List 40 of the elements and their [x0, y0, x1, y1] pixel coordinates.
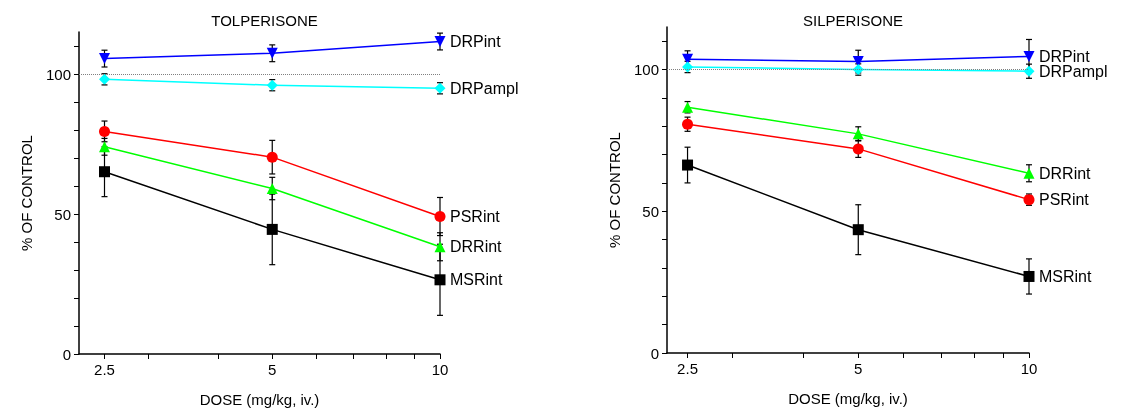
point — [1023, 167, 1035, 179]
point — [434, 36, 446, 48]
y-tick-label: 50 — [642, 202, 659, 220]
x-tick-label: 2.5 — [677, 360, 698, 377]
series-label: DRPint — [1039, 47, 1091, 65]
x-tick-label: 10 — [1020, 360, 1038, 377]
point — [852, 224, 864, 236]
series-label: MSRint — [1039, 267, 1093, 285]
x-axis-title: DOSE (mg/kg, iv.) — [788, 390, 908, 407]
series-label: DRPampl — [1039, 62, 1108, 80]
point — [99, 53, 110, 65]
y-axis-title: % OF CONTROL — [18, 135, 35, 251]
y-tick-label: 100 — [45, 65, 71, 83]
y-axis-title: % OF CONTROL — [606, 132, 623, 248]
point — [266, 151, 278, 163]
y-tick-label: 0 — [62, 345, 71, 363]
x-tick-label: 5 — [268, 361, 277, 378]
series-label: PSRint — [1039, 191, 1090, 209]
x-tick-label: 2.5 — [94, 361, 115, 378]
x-axis-title: DOSE (mg/kg, iv.) — [199, 391, 320, 408]
series-label: DRRint — [1039, 164, 1092, 182]
chart-title: TOLPERISONE — [211, 12, 318, 29]
y-tick-label: 50 — [54, 205, 71, 223]
series-label: DRRint — [450, 238, 503, 256]
point — [266, 223, 278, 235]
x-tick-label: 10 — [431, 361, 449, 378]
series-label: MSRint — [450, 271, 504, 289]
y-tick-label: 0 — [650, 344, 659, 362]
point — [434, 211, 446, 223]
point — [266, 47, 278, 59]
series-label: PSRint — [450, 208, 501, 226]
series-label: DRPint — [450, 33, 502, 51]
chart-title: SILPERISONE — [802, 12, 904, 29]
point — [99, 166, 110, 178]
point — [682, 159, 694, 171]
y-tick-label: 100 — [633, 61, 659, 79]
point — [1023, 270, 1035, 282]
point — [434, 274, 446, 286]
x-tick-label: 5 — [854, 360, 863, 377]
series-label: DRPampl — [450, 79, 519, 97]
